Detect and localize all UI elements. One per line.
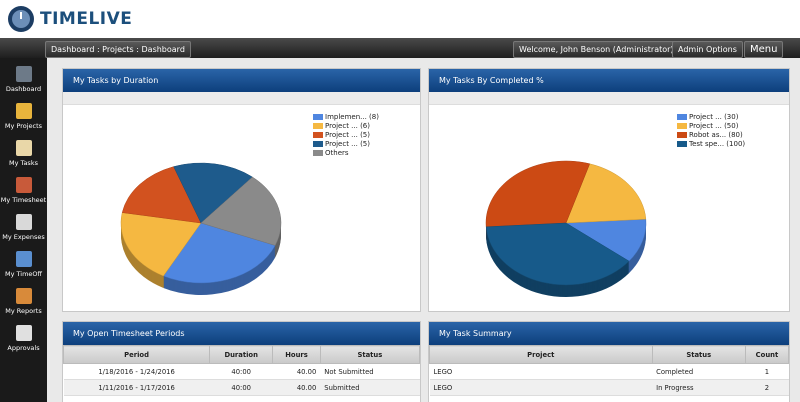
admin-options[interactable]: Admin Options [672, 41, 743, 58]
legend-label: Others [325, 149, 349, 157]
legend-label: Project ... (5) [325, 140, 370, 148]
logo-icon [8, 6, 34, 32]
legend-swatch [313, 150, 323, 156]
panel-title: My Tasks by Duration [63, 69, 420, 92]
nav-label: My TimeOff [4, 270, 43, 278]
logo: TIMELIVE [40, 9, 133, 29]
slice [485, 222, 630, 286]
legend-swatch [677, 132, 687, 138]
panel: My Tasks By Completed % Project ... (30)… [428, 68, 790, 312]
table: Project Status Count LEGO Completed 1 LEGO In… [429, 345, 790, 396]
cell: 40:00 [209, 363, 273, 380]
legend-swatch [677, 114, 687, 120]
slice [200, 176, 282, 246]
pie-chart: Project ... (30)Project ... (50)Robot as… [485, 113, 745, 297]
legend-label: Project ... (6) [325, 122, 370, 130]
nav-icon [15, 103, 32, 119]
nav-label: My Tasks [9, 159, 38, 167]
nav-icon [15, 66, 32, 82]
legend-swatch [677, 141, 687, 147]
nav-icon [15, 177, 32, 193]
cell: LEGO [429, 363, 653, 380]
sidebar: Dashboard My Projects My Tasks My Timesheet… [0, 58, 47, 402]
cell: 40:00 [209, 379, 273, 396]
cell: Not Submitted [320, 363, 420, 380]
menu[interactable]: Menu [744, 41, 784, 58]
nav-item[interactable]: My Projects [0, 103, 47, 130]
cell: Submitted [320, 379, 420, 396]
legend-label: Project ... (30) [689, 113, 739, 121]
legend-swatch [313, 114, 323, 120]
cell: 40.00 [272, 363, 321, 380]
nav-item[interactable]: My Expenses [0, 214, 47, 241]
col-head: Count [744, 345, 790, 364]
cell: Completed [652, 363, 746, 380]
nav-item[interactable]: My Tasks [0, 140, 47, 167]
nav-label: My Reports [5, 307, 42, 315]
legend-label: Robot as... (80) [689, 131, 743, 139]
cell: 1/18/2016 - 1/24/2016 [63, 363, 210, 380]
legend-label: Project ... (5) [325, 131, 370, 139]
pie-chart: Implemen... (8)Project ... (6)Project ..… [120, 113, 379, 295]
nav-label: Dashboard [5, 85, 42, 93]
table: Period Duration Hours Status 1/18/2016 - 1/… [62, 345, 421, 396]
slice [565, 163, 647, 224]
legend-label: Implemen... (8) [325, 113, 379, 121]
nav-item[interactable]: My Timesheet [0, 177, 47, 204]
nav-item[interactable]: My Reports [0, 288, 47, 315]
col-head: Project [429, 345, 653, 364]
panel: My Tasks by Duration Implemen... (8) Proj… [62, 68, 421, 312]
col-head: Duration [209, 345, 274, 364]
nav-item[interactable]: Dashboard [0, 66, 47, 93]
nav-label: My Timesheet [0, 196, 47, 204]
slice [485, 160, 591, 228]
legend-swatch [313, 132, 323, 138]
nav-icon [15, 325, 32, 341]
nav-icon [15, 140, 32, 156]
nav-icon [15, 251, 32, 267]
slice [121, 166, 202, 224]
col-head: Status [319, 345, 421, 364]
legend-label: Test spe... (100) [688, 140, 745, 148]
cell: In Progress [652, 379, 746, 396]
slice [173, 162, 253, 224]
legend-swatch [677, 123, 687, 129]
col-head: Period [62, 345, 211, 364]
breadcrumb[interactable]: Dashboard : Projects : Dashboard [45, 41, 191, 58]
col-head: Status [651, 345, 746, 364]
cell: 1/11/2016 - 1/17/2016 [63, 379, 210, 396]
toolbar [429, 92, 789, 105]
panel-title: My Open Timesheet Periods [63, 322, 420, 345]
nav-item[interactable]: Approvals [0, 325, 47, 352]
legend-swatch [313, 141, 323, 147]
panel: My Open Timesheet Periods Period Duration… [62, 321, 421, 402]
panel-title: My Tasks By Completed % [429, 69, 789, 92]
nav-icon [15, 288, 32, 304]
panel: My Task Summary Project Status Count LEGO C… [428, 321, 790, 402]
legend-label: Project ... (50) [689, 122, 739, 130]
nav-label: My Projects [4, 122, 43, 130]
header: TIMELIVE [0, 0, 800, 39]
toolbar [63, 92, 420, 105]
slice [163, 222, 276, 284]
nav-label: Approvals [7, 344, 40, 352]
nav-icon [15, 214, 32, 230]
cell: 2 [745, 379, 789, 396]
nav-item[interactable]: My TimeOff [0, 251, 47, 278]
welcome[interactable]: Welcome, John Benson (Administrator) [513, 41, 680, 58]
cell: 40.00 [272, 379, 321, 396]
cell: 1 [745, 363, 789, 380]
slice [120, 212, 202, 277]
legend-swatch [313, 123, 323, 129]
nav-label: My Expenses [2, 233, 45, 241]
panel-title: My Task Summary [429, 322, 789, 345]
cell: LEGO [429, 379, 653, 396]
col-head: Hours [272, 345, 321, 364]
